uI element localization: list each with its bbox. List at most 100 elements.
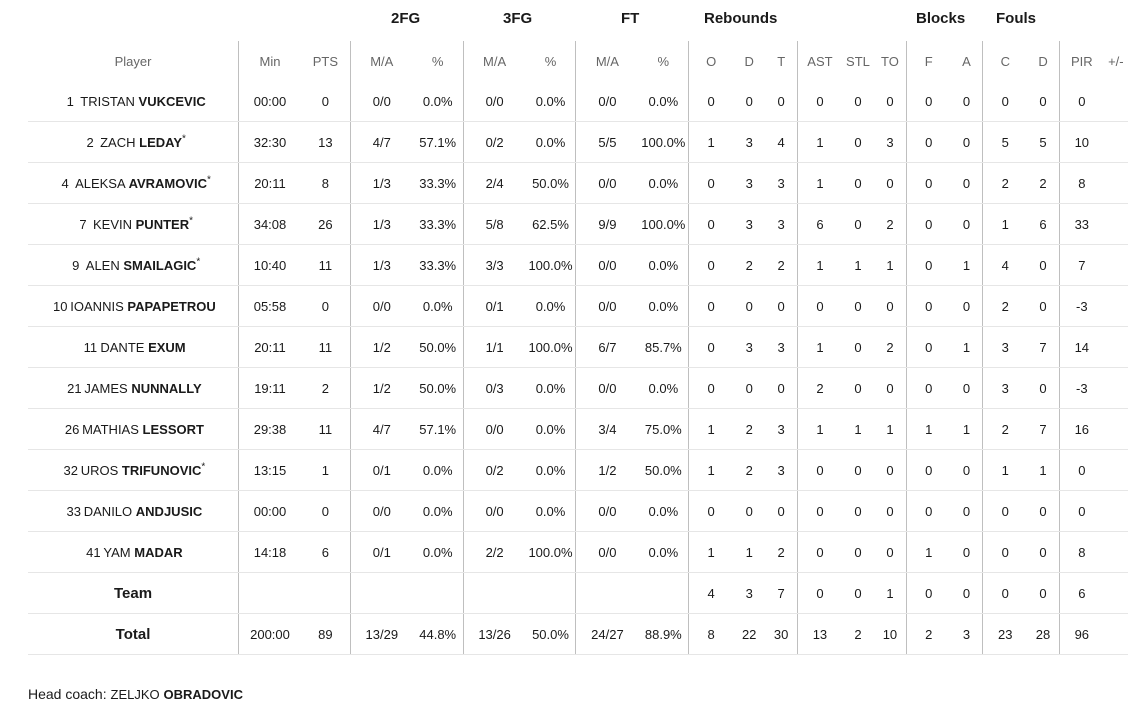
cell-blk-f: 0 xyxy=(905,121,951,163)
cell-pir: -3 xyxy=(1058,285,1104,327)
cell-blk-a: 0 xyxy=(950,285,983,327)
cell-min: 29:38 xyxy=(238,408,301,450)
player-cell[interactable]: 33 DANILO ANDJUSIC xyxy=(28,490,239,532)
col-header-foul-c: C xyxy=(982,41,1028,81)
cell-foul-c: 4 xyxy=(982,244,1028,286)
col-header-ft-pct: % xyxy=(657,53,670,69)
cell-2fg-pct: 57.1% xyxy=(412,408,464,450)
cell-ast: 1 xyxy=(797,408,842,450)
cell-blk-f: 0 xyxy=(905,572,951,614)
cell-foul-c: 3 xyxy=(982,367,1028,409)
cell-3fg-pct: 0.0% xyxy=(525,408,576,450)
player-cell[interactable]: 41 YAM MADAR xyxy=(28,531,239,573)
cell-reb-o: 1 xyxy=(688,408,734,450)
cell-plus-minus xyxy=(1103,285,1128,327)
player-cell[interactable]: 32 UROS TRIFUNOVIC* xyxy=(28,449,239,491)
cell-ft-pct: 100.0% xyxy=(638,121,689,163)
cell-foul-d: 7 xyxy=(1027,326,1060,368)
cell-foul-d: 6 xyxy=(1027,203,1060,245)
player-row[interactable]: 9 ALEN SMAILAGIC* 10:40 11 1/3 33.3% 3/3 100.0%… xyxy=(28,244,1128,286)
cell-reb-t: 2 xyxy=(765,531,798,573)
player-last-name: MADAR xyxy=(134,544,183,560)
total-row: Total 200:00 89 13/29 44.8% 13/26 50.0% 24/27 88… xyxy=(28,613,1128,655)
cell-2fg-pct: 44.8% xyxy=(412,613,464,655)
cell-3fg-ma: 2/2 xyxy=(462,531,526,573)
cell-2fg-ma: 0/1 xyxy=(349,449,413,491)
cell-2fg-pct: 0.0% xyxy=(412,285,464,327)
cell-blk-f: 1 xyxy=(905,531,951,573)
group-header-2fg: 2FG xyxy=(391,10,421,27)
total-row-label: Total xyxy=(28,613,239,655)
cell-foul-d: 2 xyxy=(1027,162,1060,204)
team-row: Team 4 3 7 0 0 1 0 0 0 0 6 xyxy=(28,572,1128,614)
cell-pir: 10 xyxy=(1058,121,1104,163)
cell-stl: 0 xyxy=(841,162,875,204)
player-cell[interactable]: 11 DANTE EXUM xyxy=(28,326,239,368)
player-cell[interactable]: 1 TRISTAN VUKCEVIC xyxy=(28,81,239,122)
cell-3fg-ma: 0/3 xyxy=(462,367,526,409)
cell-2fg-ma: 1/2 xyxy=(349,367,413,409)
cell-pir: 8 xyxy=(1058,531,1104,573)
player-cell[interactable]: 2 ZACH LEDAY* xyxy=(28,121,239,163)
player-cell[interactable]: 26 MATHIAS LESSORT xyxy=(28,408,239,450)
cell-ast: 1 xyxy=(797,244,842,286)
head-coach-last-name: OBRADOVIC xyxy=(163,687,243,702)
cell-foul-d: 0 xyxy=(1027,531,1060,573)
cell-foul-c: 2 xyxy=(982,285,1028,327)
player-row[interactable]: 10 IOANNIS PAPAPETROU 05:58 0 0/0 0.0% 0/1 0.0%… xyxy=(28,285,1128,327)
group-header-3fg: 3FG xyxy=(503,10,533,27)
cell-ft-pct: 88.9% xyxy=(638,613,689,655)
cell-ft-ma xyxy=(575,572,639,614)
player-first-name: DANTE xyxy=(100,339,145,355)
group-header-rebounds: Rebounds xyxy=(704,10,778,27)
cell-pts: 26 xyxy=(300,203,351,245)
player-cell[interactable]: 21 JAMES NUNNALLY xyxy=(28,367,239,409)
cell-stl: 0 xyxy=(841,449,875,491)
player-last-name: EXUM xyxy=(148,339,186,355)
player-row[interactable]: 2 ZACH LEDAY* 32:30 13 4/7 57.1% 0/2 0.0% 5/5 100… xyxy=(28,121,1128,163)
player-cell[interactable]: 7 KEVIN PUNTER* xyxy=(28,203,239,245)
player-cell[interactable]: 10 IOANNIS PAPAPETROU xyxy=(28,285,239,327)
cell-ft-pct: 0.0% xyxy=(638,162,689,204)
col-header-player: Player xyxy=(114,53,152,69)
cell-plus-minus xyxy=(1103,613,1128,655)
cell-2fg-pct: 0.0% xyxy=(412,449,464,491)
col-header-2fg-ma: M/A xyxy=(349,41,413,81)
head-coach: Head coach: ZELJKO OBRADOVIC xyxy=(28,686,243,702)
cell-ft-pct: 0.0% xyxy=(638,285,689,327)
cell-ft-ma: 0/0 xyxy=(575,285,639,327)
cell-min: 00:00 xyxy=(238,81,301,122)
player-cell[interactable]: 4 ALEKSA AVRAMOVIC* xyxy=(28,162,239,204)
cell-reb-t: 7 xyxy=(765,572,798,614)
player-row[interactable]: 7 KEVIN PUNTER* 34:08 26 1/3 33.3% 5/8 62.5% 9/9… xyxy=(28,203,1128,245)
player-row[interactable]: 21 JAMES NUNNALLY 19:11 2 1/2 50.0% 0/3 0.0% 0/0… xyxy=(28,367,1128,409)
player-last-name: PAPAPETROU xyxy=(127,298,216,314)
player-cell[interactable]: 9 ALEN SMAILAGIC* xyxy=(28,244,239,286)
cell-ft-ma: 0/0 xyxy=(575,162,639,204)
player-row[interactable]: 33 DANILO ANDJUSIC 00:00 0 0/0 0.0% 0/0 0.0% 0/0… xyxy=(28,490,1128,532)
cell-blk-f: 0 xyxy=(905,449,951,491)
cell-2fg-ma xyxy=(349,572,413,614)
player-row[interactable]: 4 ALEKSA AVRAMOVIC* 20:11 8 1/3 33.3% 2/4 50.0%… xyxy=(28,162,1128,204)
player-last-name: NUNNALLY xyxy=(131,380,202,396)
cell-plus-minus xyxy=(1103,203,1128,245)
player-row[interactable]: 11 DANTE EXUM 20:11 11 1/2 50.0% 1/1 100.0% 6/7 8… xyxy=(28,326,1128,368)
cell-3fg-pct xyxy=(525,572,576,614)
col-header-ft-ma: M/A xyxy=(575,41,639,81)
player-row[interactable]: 32 UROS TRIFUNOVIC* 13:15 1 0/1 0.0% 0/2 0.0% 1/… xyxy=(28,449,1128,491)
cell-3fg-pct: 100.0% xyxy=(525,326,576,368)
player-row[interactable]: 1 TRISTAN VUKCEVIC 00:00 0 0/0 0.0% 0/0 0.0% 0/0… xyxy=(28,81,1128,122)
cell-min: 20:11 xyxy=(238,326,301,368)
cell-3fg-pct: 50.0% xyxy=(525,613,576,655)
column-header-row: Player Min PTS M/A % M/A % M/A % O D T A… xyxy=(28,41,1128,81)
cell-reb-d: 3 xyxy=(733,162,766,204)
player-row[interactable]: 41 YAM MADAR 14:18 6 0/1 0.0% 2/2 100.0% 0/0 0.0%… xyxy=(28,531,1128,573)
cell-reb-t: 3 xyxy=(765,449,798,491)
player-last-name: TRIFUNOVIC xyxy=(121,462,202,478)
cell-min: 14:18 xyxy=(238,531,301,573)
player-number: 21 xyxy=(67,380,82,396)
cell-3fg-ma: 0/2 xyxy=(462,121,526,163)
player-row[interactable]: 26 MATHIAS LESSORT 29:38 11 4/7 57.1% 0/0 0.0% 3… xyxy=(28,408,1128,450)
cell-reb-t: 2 xyxy=(765,244,798,286)
cell-reb-o: 0 xyxy=(688,285,734,327)
